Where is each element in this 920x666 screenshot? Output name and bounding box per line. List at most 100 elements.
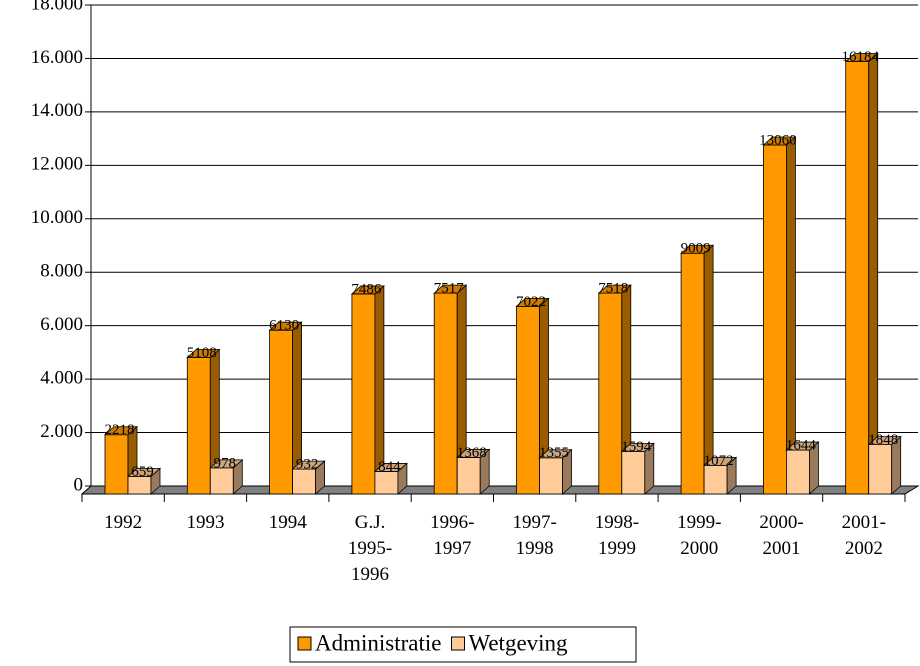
bar-top: [126, 467, 162, 477]
value-label: 6130: [269, 318, 299, 334]
x-tick-label: 1994: [268, 512, 307, 533]
value-label: 1072: [704, 453, 734, 469]
bar-front: [845, 61, 870, 495]
bar-top: [867, 436, 902, 446]
y-tick-label: 12.000: [31, 154, 83, 175]
bar-top: [597, 284, 632, 294]
bar-top: [762, 136, 797, 146]
bar: [867, 435, 902, 495]
bar: [268, 321, 303, 495]
bar: [186, 348, 221, 495]
bar: [515, 297, 550, 495]
bar-front: [868, 444, 893, 495]
bar-top: [785, 441, 820, 451]
bar-top: [456, 449, 491, 458]
value-label: 16184: [841, 49, 879, 65]
bar-front: [186, 357, 211, 495]
y-tick-label: 0: [74, 474, 84, 495]
y-tick-label: 10.000: [31, 207, 83, 228]
bar-top: [268, 321, 303, 331]
bar: [703, 456, 738, 495]
value-label: 1644: [786, 438, 817, 454]
y-tick-label: 4.000: [40, 367, 83, 388]
x-tick-label: 1999-2000: [677, 512, 722, 559]
bar-front: [786, 449, 810, 495]
bar-front: [209, 467, 234, 495]
bar: [538, 448, 573, 495]
value-label: 659: [131, 464, 154, 480]
value-label: 7486: [351, 281, 382, 297]
bar-top: [291, 460, 326, 470]
bar-front: [456, 457, 481, 495]
bar: [762, 136, 797, 495]
y-tick-label: 14.000: [31, 100, 83, 121]
bar-front: [680, 252, 705, 495]
bar-front: [703, 464, 728, 495]
bar-top: [373, 463, 408, 472]
bar-top: [703, 456, 738, 466]
bar-top: [515, 297, 550, 307]
bar-top: [186, 349, 221, 358]
x-tick-label: G.J. 1995-1996: [347, 512, 393, 585]
x-tick-label: 1996-1997: [430, 512, 475, 559]
bar-top: [209, 459, 244, 469]
value-label: 1368: [457, 445, 487, 461]
x-tick-label: 2000-2001: [759, 512, 804, 559]
bar: [209, 458, 244, 495]
x-tick-label: 1997-1998: [512, 512, 557, 559]
bar: [373, 462, 408, 495]
x-tick-label: 2001-2002: [841, 512, 886, 559]
legend-swatch: [297, 636, 312, 651]
value-label: 1355: [539, 445, 569, 461]
y-tick-label: 8.000: [40, 261, 83, 282]
bar-front: [433, 292, 458, 495]
bar: [103, 425, 139, 495]
value-label: 7517: [434, 281, 465, 297]
value-label: 844: [378, 459, 401, 475]
bar: [597, 284, 632, 495]
value-label: 9009: [681, 241, 711, 257]
value-label: 2218: [105, 422, 135, 438]
legend-label: Wetgeving: [468, 630, 568, 655]
value-label: 5108: [187, 345, 217, 361]
bar-front: [292, 468, 317, 495]
y-tick-label: 18.000: [31, 0, 83, 14]
bar-side: [868, 52, 879, 495]
bar-front: [539, 457, 563, 495]
bar-front: [598, 292, 623, 495]
bar: [126, 467, 162, 495]
bar: [680, 244, 715, 495]
x-tick-label: 1993: [186, 512, 225, 533]
value-label: 13060: [759, 132, 797, 148]
y-tick-label: 6.000: [40, 314, 83, 335]
bar-front: [351, 293, 376, 495]
bar-front: [516, 305, 540, 495]
bar-front: [269, 329, 294, 495]
bar: [433, 284, 468, 495]
bar: [350, 285, 385, 495]
bar-top: [844, 53, 879, 62]
legend-swatch: [450, 636, 465, 651]
value-label: 7518: [598, 281, 628, 297]
y-tick-label: 2.000: [40, 421, 83, 442]
bar-top: [433, 284, 468, 294]
bar-top: [680, 244, 715, 254]
x-tick-label: 1992: [104, 512, 143, 533]
value-label: 7022: [516, 294, 546, 310]
bar-front: [621, 451, 646, 495]
bar: [456, 448, 491, 495]
bar: [844, 52, 879, 495]
y-tick-label: 16.000: [31, 47, 83, 68]
x-tick-label: 1998-1999: [594, 512, 640, 559]
bar-top: [538, 449, 573, 459]
bar-top: [103, 426, 139, 436]
value-label: 978: [214, 455, 237, 471]
legend-label: Administratie: [315, 630, 441, 655]
bar: [785, 441, 820, 495]
bar-top: [620, 443, 655, 452]
bar: [620, 442, 655, 495]
value-label: 1848: [868, 432, 898, 448]
bar: [291, 460, 326, 495]
bar-front: [763, 144, 787, 495]
